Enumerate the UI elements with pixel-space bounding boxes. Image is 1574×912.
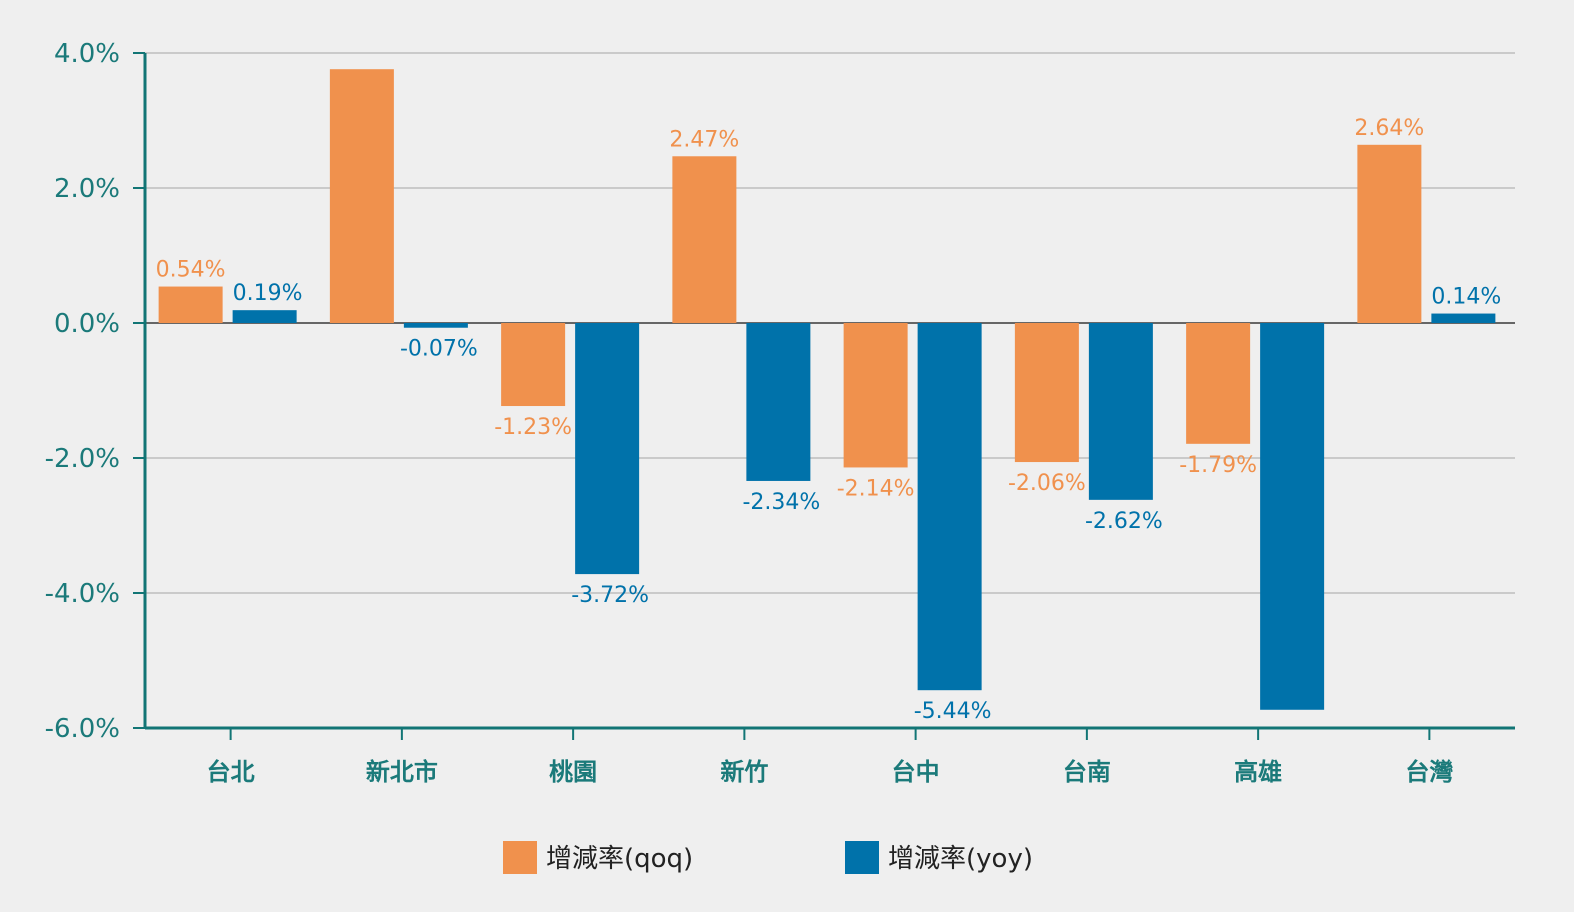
legend-swatch — [503, 841, 537, 874]
bar-yoy — [1088, 323, 1153, 500]
data-label: -0.07% — [400, 337, 478, 362]
data-label: -2.34% — [742, 490, 820, 515]
y-tick-label: 2.0% — [54, 174, 120, 204]
bar-yoy — [1431, 313, 1496, 323]
legend-item-qoq[interactable]: 增減率(qoq) — [503, 841, 693, 874]
bar-qoq — [672, 156, 737, 323]
data-label: -3.72% — [571, 583, 649, 608]
y-tick-label: -6.0% — [45, 714, 120, 744]
data-label: -1.79% — [1179, 453, 1257, 478]
bar-yoy — [403, 323, 468, 328]
x-tick-label: 台灣 — [1405, 758, 1453, 786]
y-tick-label: -2.0% — [45, 444, 120, 474]
x-tick-label: 桃園 — [549, 758, 597, 786]
legend-label: 增減率(yoy) — [888, 844, 1033, 874]
legend-label: 增減率(qoq) — [546, 844, 693, 874]
legend-item-yoy[interactable]: 增減率(yoy) — [845, 841, 1033, 874]
bar-yoy — [575, 323, 640, 575]
x-tick-label: 新竹 — [720, 758, 768, 786]
bar-qoq — [1357, 144, 1422, 323]
x-tick-label: 台中 — [892, 758, 940, 786]
data-label: -2.14% — [837, 476, 915, 501]
x-tick-label: 新北市 — [366, 758, 438, 786]
data-label: -2.06% — [1008, 471, 1086, 496]
data-label: 0.14% — [1431, 285, 1501, 310]
data-label: -1.23% — [494, 415, 572, 440]
bar-yoy — [1260, 323, 1325, 710]
bar-qoq — [501, 323, 566, 407]
data-label: 0.19% — [233, 281, 303, 306]
bar-yoy — [232, 310, 297, 323]
bar-qoq — [1186, 323, 1251, 444]
y-tick-label: -4.0% — [45, 579, 120, 609]
data-label: -5.44% — [914, 699, 992, 724]
y-tick-label: 4.0% — [54, 39, 120, 69]
data-label: 2.64% — [1354, 116, 1424, 141]
bar-qoq — [1014, 323, 1079, 463]
x-tick-label: 高雄 — [1234, 758, 1282, 786]
data-label: 2.47% — [669, 127, 739, 152]
y-tick-label: 0.0% — [54, 309, 120, 339]
bar-qoq — [158, 286, 223, 323]
bar-qoq — [843, 323, 908, 468]
data-label: 0.54% — [156, 258, 226, 283]
x-tick-label: 台北 — [207, 758, 255, 786]
bar-qoq — [329, 69, 394, 323]
legend-swatch — [845, 841, 879, 874]
data-label: -2.62% — [1085, 509, 1163, 534]
bar-yoy — [917, 323, 982, 691]
x-tick-label: 台南 — [1063, 758, 1111, 786]
bar-yoy — [746, 323, 811, 481]
